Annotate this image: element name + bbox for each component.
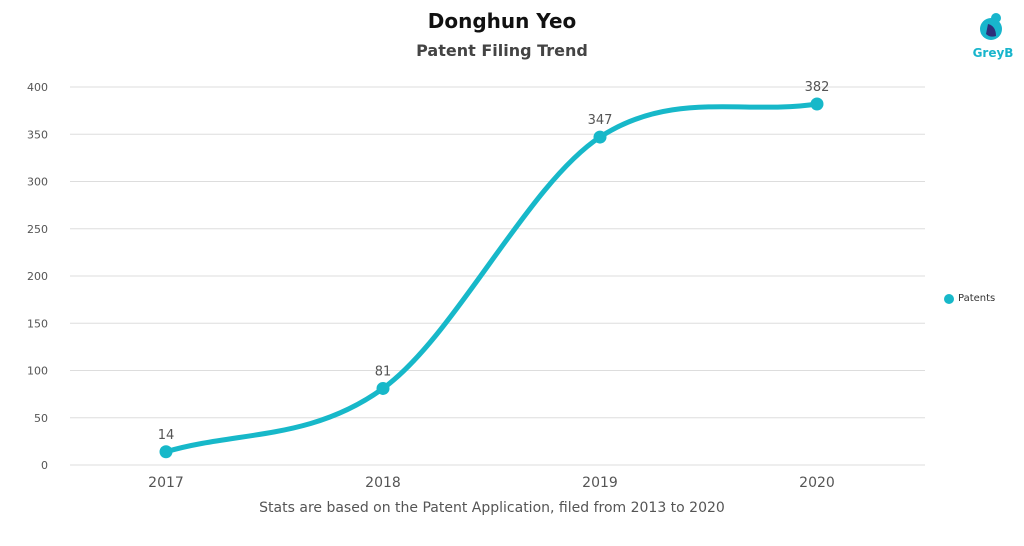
- grid-lines: [70, 86, 925, 466]
- x-tick-label: 2020: [799, 475, 835, 491]
- x-tick-label: 2017: [148, 475, 184, 491]
- data-labels: 14 81 347 382: [158, 80, 830, 443]
- greyb-logo-icon: [980, 13, 1002, 40]
- y-tick-label: 200: [27, 270, 48, 283]
- y-axis: 0 50 100 150 200 250 300 350 400: [27, 81, 48, 472]
- greyb-logo: GreyB: [968, 10, 1018, 64]
- y-tick-label: 50: [34, 412, 48, 425]
- y-tick-label: 250: [27, 223, 48, 236]
- data-point[interactable]: [593, 130, 607, 144]
- y-tick-label: 100: [27, 365, 48, 378]
- x-tick-label: 2018: [365, 475, 401, 491]
- logo-text: GreyB: [972, 46, 1014, 60]
- series-line-patents: [163, 101, 820, 455]
- y-tick-label: 0: [41, 459, 48, 472]
- x-axis: 2017 2018 2019 2020: [148, 475, 835, 491]
- legend-marker: [944, 293, 954, 304]
- chart-subtitle: Patent Filing Trend: [416, 41, 588, 60]
- footnote: Stats are based on the Patent Applicatio…: [259, 500, 725, 516]
- legend[interactable]: Patents: [944, 293, 995, 304]
- data-label: 382: [805, 80, 830, 95]
- data-point[interactable]: [159, 445, 173, 459]
- data-label: 81: [375, 364, 392, 379]
- data-point[interactable]: [376, 381, 390, 395]
- y-tick-label: 300: [27, 176, 48, 189]
- data-label: 347: [588, 113, 613, 128]
- x-tick-label: 2019: [582, 475, 618, 491]
- data-point[interactable]: [810, 97, 824, 111]
- chart-title: Donghun Yeo: [427, 9, 577, 33]
- y-tick-label: 350: [27, 128, 48, 141]
- y-tick-label: 400: [27, 81, 48, 94]
- data-label: 14: [158, 428, 175, 443]
- data-points: [159, 97, 824, 459]
- y-tick-label: 150: [27, 317, 48, 330]
- legend-label: Patents: [958, 293, 996, 304]
